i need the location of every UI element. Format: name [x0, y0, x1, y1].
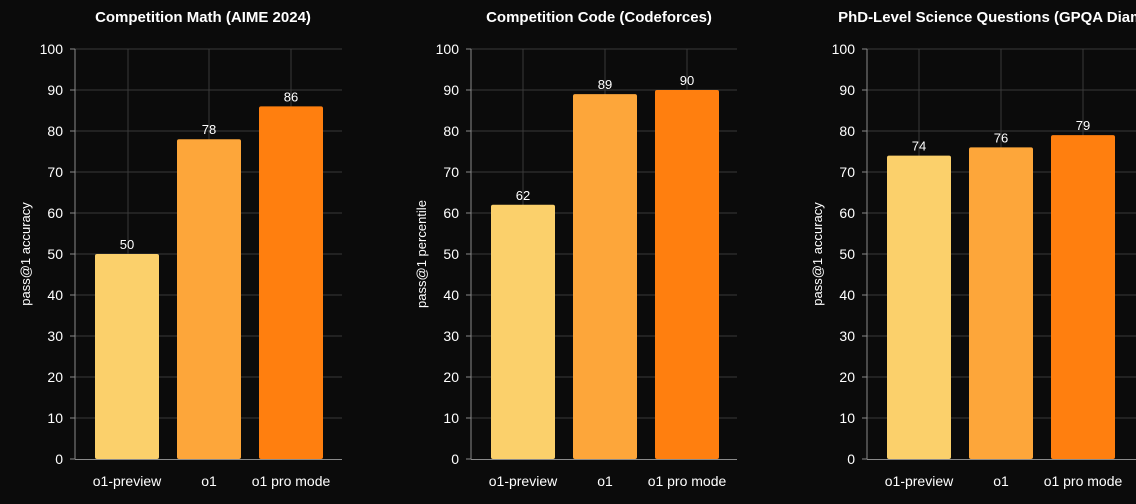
chart-title: Competition Math (AIME 2024)	[95, 9, 311, 26]
y-tick-label: 90	[839, 82, 855, 98]
y-tick-label: 0	[55, 451, 63, 467]
data-label: 89	[598, 77, 612, 92]
y-tick-label: 10	[839, 410, 855, 426]
bar-o1-pro-mode	[655, 90, 719, 459]
data-label: 74	[912, 139, 926, 154]
y-tick-label: 100	[40, 41, 64, 57]
bar-o1	[573, 94, 637, 459]
y-tick-label: 60	[47, 205, 63, 221]
bar-o1-preview	[887, 155, 951, 459]
y-tick-label: 80	[47, 123, 63, 139]
y-tick-label: 40	[839, 287, 855, 303]
bar-o1	[969, 147, 1033, 459]
y-tick-label: 70	[839, 164, 855, 180]
bar-o1	[177, 139, 241, 459]
x-tick-label: o1-preview	[489, 473, 558, 489]
y-tick-label: 30	[47, 328, 63, 344]
bar-o1-pro-mode	[259, 106, 323, 460]
x-tick-label: o1	[993, 473, 1009, 489]
x-tick-label: o1	[597, 473, 613, 489]
y-tick-label: 20	[47, 369, 63, 385]
y-tick-label: 80	[443, 123, 459, 139]
y-tick-label: 10	[443, 410, 459, 426]
chart-panel-2: 62 o1-preview 89 o1 90 o1 pro mode 0 10 20 30 40 50…	[414, 9, 737, 489]
y-tick-label: 50	[443, 246, 459, 262]
data-label: 62	[516, 188, 530, 203]
y-tick-label: 30	[839, 328, 855, 344]
x-tick-label: o1 pro mode	[252, 473, 331, 489]
y-tick-label: 40	[443, 287, 459, 303]
y-tick-label: 60	[443, 205, 459, 221]
bar-o1-preview	[95, 254, 159, 459]
y-tick-label: 100	[436, 41, 460, 57]
y-tick-label: 0	[847, 451, 855, 467]
y-tick-label: 70	[443, 164, 459, 180]
x-tick-label: o1-preview	[93, 473, 162, 489]
y-axis-label: pass@1 accuracy	[18, 202, 33, 306]
y-axis-label: pass@1 percentile	[414, 200, 429, 308]
y-tick-label: 90	[443, 82, 459, 98]
data-label: 50	[120, 237, 134, 252]
y-tick-label: 30	[443, 328, 459, 344]
chart-title: PhD-Level Science Questions (GPQA Diamon…	[838, 9, 1136, 26]
y-tick-label: 20	[443, 369, 459, 385]
data-label: 86	[284, 89, 298, 104]
data-label: 78	[202, 122, 216, 137]
x-tick-label: o1-preview	[885, 473, 954, 489]
bar-o1-preview	[491, 204, 555, 459]
data-label: 79	[1076, 118, 1090, 133]
x-tick-label: o1 pro mode	[1044, 473, 1123, 489]
y-tick-label: 10	[47, 410, 63, 426]
y-tick-label: 50	[47, 246, 63, 262]
y-tick-label: 0	[451, 451, 459, 467]
y-tick-label: 100	[832, 41, 856, 57]
data-label: 76	[994, 130, 1008, 145]
y-tick-label: 60	[839, 205, 855, 221]
y-tick-label: 50	[839, 246, 855, 262]
data-label: 90	[680, 73, 694, 88]
x-tick-label: o1	[201, 473, 217, 489]
chart-panel-1: 50 o1-preview 78 o1 86 o1 pro mode 0 10 20 30 40 50…	[18, 9, 342, 489]
chart-title: Competition Code (Codeforces)	[486, 9, 712, 26]
y-tick-label: 20	[839, 369, 855, 385]
y-tick-label: 40	[47, 287, 63, 303]
chart-panel-3: 74 o1-preview 76 o1 79 o1 pro mode 0 10 20 30 40 50…	[810, 9, 1136, 489]
y-axis-label: pass@1 accuracy	[810, 202, 825, 306]
y-tick-label: 90	[47, 82, 63, 98]
y-tick-label: 70	[47, 164, 63, 180]
y-tick-label: 80	[839, 123, 855, 139]
x-tick-label: o1 pro mode	[648, 473, 727, 489]
bar-o1-pro-mode	[1051, 135, 1115, 459]
